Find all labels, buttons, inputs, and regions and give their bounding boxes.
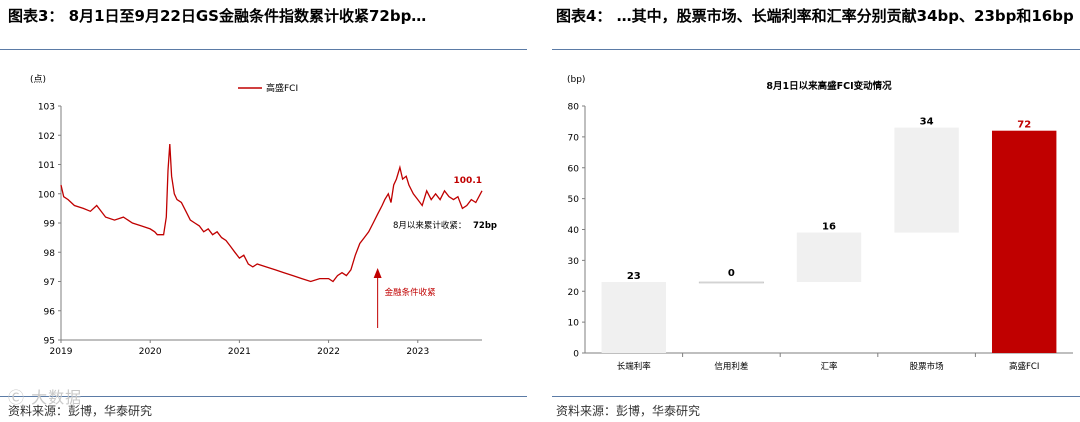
watermark-logo: Ⓒ 大数据 xyxy=(8,388,83,407)
y-tick-label: 96 xyxy=(44,307,56,317)
x-category-label: 信用利差 xyxy=(714,361,748,372)
legend-label: 高盛FCI xyxy=(266,82,298,94)
y-tick-label: 101 xyxy=(38,161,55,171)
x-tick-label: 2020 xyxy=(139,347,162,357)
bar-1 xyxy=(601,281,667,353)
right-chart-title: 图表4： …其中，股票市场、长端利率和汇率分别贡献34bp、23bp和16bp xyxy=(556,7,1074,25)
tighten-arrow-head xyxy=(373,268,382,278)
y-tick-label: 102 xyxy=(38,132,55,142)
x-tick-label: 2023 xyxy=(406,347,429,357)
right-source: 资料来源：彭博，华泰研究 xyxy=(556,404,701,418)
y-tick-label: 80 xyxy=(568,103,580,113)
y-axis-unit-label: (bp) xyxy=(567,75,585,85)
bar-value-label: 0 xyxy=(728,268,735,279)
series-line-fci xyxy=(60,143,483,283)
y-tick-label: 60 xyxy=(568,164,580,174)
y-tick-label: 70 xyxy=(568,133,580,143)
waterfall-chart-title: 8月1日以来高盛FCI变动情况 xyxy=(766,80,892,92)
y-tick-label: 100 xyxy=(38,190,55,200)
left-source: 资料来源：彭博，华泰研究 xyxy=(8,404,153,418)
bar-value-label: 23 xyxy=(627,271,641,282)
y-tick-label: 30 xyxy=(568,257,580,267)
y-tick-label: 10 xyxy=(568,319,580,329)
y-tick-label: 98 xyxy=(44,249,56,259)
last-value-label: 100.1 xyxy=(454,176,482,186)
x-tick-label: 2021 xyxy=(228,347,251,357)
left-source-rule xyxy=(0,396,527,397)
bar-5 xyxy=(991,130,1057,353)
left-chart-title: 图表3： 8月1日至9月22日GS金融条件指数累计收紧72bp… xyxy=(8,7,427,25)
y-tick-label: 0 xyxy=(573,350,579,360)
x-category-label: 汇率 xyxy=(820,361,838,372)
y-tick-label: 50 xyxy=(568,195,580,205)
fci-line-chart: (点) 95 96 97 98 99 100 101 102 103 2019 2020 2021 202… xyxy=(30,74,497,357)
y-tick-label: 103 xyxy=(38,103,55,113)
left-title-rule xyxy=(0,49,527,50)
bar-2 xyxy=(698,281,764,284)
bar-3 xyxy=(796,232,862,282)
x-tick-label: 2019 xyxy=(50,347,73,357)
y-tick-label: 95 xyxy=(44,337,55,347)
x-category-label: 高盛FCI xyxy=(1009,361,1039,372)
x-category-label: 股票市场 xyxy=(910,361,944,372)
annotation-cumulative-value: 72bp xyxy=(473,221,497,231)
bar-value-label: 34 xyxy=(920,117,934,128)
x-category-label: 长端利率 xyxy=(617,361,652,372)
right-source-rule xyxy=(552,396,1080,397)
y-tick-label: 40 xyxy=(568,226,580,236)
annotation-tighten: 金融条件收紧 xyxy=(385,287,436,298)
bar-value-label: 16 xyxy=(822,222,836,233)
bar-value-label: 72 xyxy=(1017,120,1031,131)
right-title-rule xyxy=(552,49,1080,50)
bar-4 xyxy=(894,127,959,233)
y-tick-label: 97 xyxy=(44,278,55,288)
y-tick-label: 99 xyxy=(44,220,56,230)
annotation-cumulative: 8月以来累计收紧： xyxy=(393,220,466,231)
x-tick-label: 2022 xyxy=(317,347,340,357)
y-tick-label: 20 xyxy=(568,288,580,298)
y-axis-unit-label: (点) xyxy=(30,74,46,85)
